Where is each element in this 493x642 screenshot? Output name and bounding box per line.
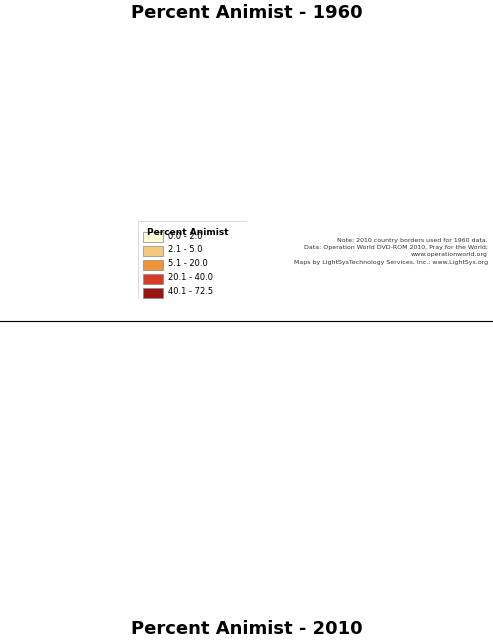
Text: 5.1 - 20.0: 5.1 - 20.0 <box>169 259 208 268</box>
FancyBboxPatch shape <box>143 274 163 284</box>
Text: Percent Animist: Percent Animist <box>147 228 228 237</box>
Text: 40.1 - 72.5: 40.1 - 72.5 <box>169 287 213 296</box>
Text: Percent Animist - 1960: Percent Animist - 1960 <box>131 4 362 22</box>
FancyBboxPatch shape <box>138 221 246 299</box>
FancyBboxPatch shape <box>143 288 163 298</box>
Text: 2.1 - 5.0: 2.1 - 5.0 <box>169 245 203 254</box>
Text: 20.1 - 40.0: 20.1 - 40.0 <box>169 273 213 282</box>
Text: Note: 2010 country borders used for 1960 data.
Data: Operation World DVD-ROM 201: Note: 2010 country borders used for 1960… <box>294 238 488 265</box>
Text: Percent Animist - 2010: Percent Animist - 2010 <box>131 620 362 638</box>
Text: 0.0 - 2.0: 0.0 - 2.0 <box>169 232 203 241</box>
FancyBboxPatch shape <box>143 260 163 270</box>
FancyBboxPatch shape <box>143 232 163 242</box>
FancyBboxPatch shape <box>143 246 163 256</box>
